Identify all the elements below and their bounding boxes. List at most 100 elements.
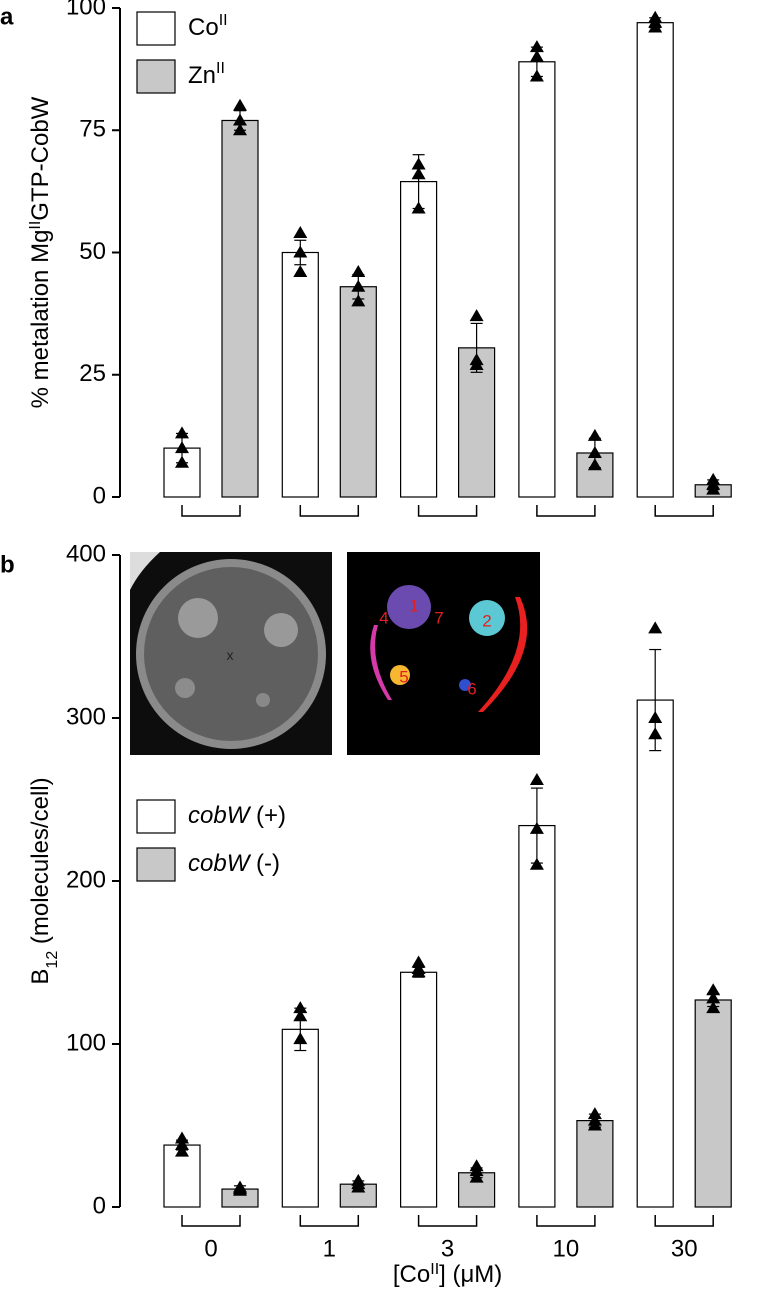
replicate-point	[293, 1009, 308, 1022]
replicate-point	[529, 69, 544, 82]
y-axis-label-part: II	[27, 221, 44, 230]
x-tick-label: 1	[323, 1235, 336, 1262]
x-axis-label-part: II	[430, 1261, 439, 1278]
replicate-point	[587, 428, 602, 441]
y-axis-label-part: B	[27, 969, 54, 985]
replicate-point	[648, 621, 663, 634]
replicate-point	[351, 265, 366, 278]
bar	[694, 999, 732, 1208]
replicate-point	[469, 357, 484, 370]
y-axis-label: % metalation MgIIGTP-CobW	[27, 96, 55, 408]
x-axis-label-part: [Co	[393, 1261, 430, 1288]
replicate-point	[469, 1170, 484, 1183]
replicate-point	[587, 458, 602, 471]
x-axis-label: [CoII] (μM)	[393, 1261, 502, 1289]
x-axis-label-part: ] (μM)	[439, 1261, 502, 1288]
replicate-point	[706, 983, 721, 996]
legend-genotype: (+)	[249, 802, 286, 829]
legend-swatch	[136, 59, 176, 94]
replicate-point	[175, 1131, 189, 1144]
replicate-point	[706, 482, 721, 495]
svg-text:x: x	[227, 647, 234, 663]
replicate-point	[411, 167, 426, 180]
inset-label: 1	[409, 596, 418, 615]
group-bracket	[181, 505, 241, 517]
inset-photo: x	[130, 552, 332, 755]
y-tick-label: 25	[79, 360, 106, 387]
bar	[281, 251, 319, 498]
group-bracket	[654, 505, 714, 517]
legend-label: cobW (-)	[188, 850, 280, 877]
replicate-point	[351, 294, 366, 307]
replicate-point	[233, 123, 247, 136]
legend-label-part: II	[219, 12, 228, 29]
replicate-point	[233, 113, 247, 126]
replicate-point	[293, 1001, 308, 1014]
legend-label-part: Zn	[188, 62, 216, 89]
replicate-point	[529, 821, 544, 834]
replicate-point	[411, 201, 426, 214]
y-tick-label: 300	[66, 703, 106, 730]
replicate-point	[293, 265, 308, 278]
y-tick-label: 0	[93, 482, 106, 509]
replicate-point	[175, 1144, 189, 1157]
inset-label: 6	[467, 679, 476, 698]
replicate-point	[529, 40, 544, 53]
replicate-point	[293, 1032, 308, 1045]
bar	[518, 61, 556, 498]
replicate-point	[175, 455, 189, 468]
replicate-point	[175, 426, 189, 439]
replicate-point	[293, 225, 308, 238]
replicate-point	[175, 441, 189, 454]
panel-label: b	[0, 551, 15, 578]
group-bracket	[417, 505, 478, 517]
y-tick-label: 0	[93, 1192, 106, 1219]
legend-gene: cobW	[188, 850, 252, 877]
replicate-point	[293, 245, 308, 258]
y-tick-label: 400	[66, 540, 106, 567]
group-bracket	[536, 1215, 596, 1227]
replicate-point	[411, 157, 426, 170]
replicate-point	[529, 49, 544, 62]
bar	[576, 1120, 614, 1208]
inset-label: 5	[399, 667, 408, 686]
group-bracket	[299, 1215, 360, 1227]
group-bracket	[417, 1215, 478, 1227]
inset-map	[347, 552, 540, 755]
x-tick-label: 10	[553, 1235, 580, 1262]
y-axis-label: B12 (molecules/cell)	[27, 777, 61, 984]
group-bracket	[654, 1215, 714, 1227]
legend-label-part: Co	[188, 14, 219, 41]
x-tick-label: 0	[204, 1235, 217, 1262]
replicate-point	[233, 98, 247, 111]
legend-label: CoII	[188, 12, 228, 42]
y-tick-label: 50	[79, 238, 106, 265]
inset-label: 2	[482, 611, 491, 630]
bar	[339, 286, 377, 498]
replicate-point	[351, 1180, 366, 1193]
inset-label: 4	[379, 608, 388, 627]
replicate-point	[587, 445, 602, 458]
bar	[518, 824, 556, 1208]
replicate-point	[351, 279, 366, 292]
y-tick-label: 200	[66, 866, 106, 893]
replicate-point	[411, 965, 426, 978]
legend-label-part: II	[216, 60, 225, 77]
x-tick-label: 30	[671, 1235, 698, 1262]
replicate-point	[587, 1118, 602, 1131]
y-axis-label-part: GTP-CobW	[27, 96, 54, 220]
group-bracket	[299, 505, 360, 517]
y-tick-label: 100	[66, 0, 106, 20]
replicate-point	[706, 991, 721, 1004]
panel-label: a	[0, 3, 14, 30]
replicate-point	[648, 727, 663, 740]
replicate-point	[175, 1138, 189, 1151]
legend-label: ZnII	[188, 60, 225, 90]
replicate-point	[233, 1183, 247, 1196]
replicate-point	[529, 772, 544, 785]
y-axis-label-part: 12	[44, 951, 61, 969]
replicate-point	[411, 955, 426, 968]
replicate-point	[529, 857, 544, 870]
